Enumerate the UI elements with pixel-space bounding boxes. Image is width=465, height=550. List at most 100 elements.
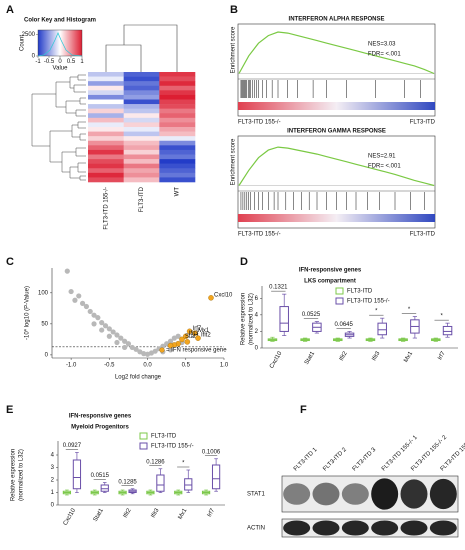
gene-point <box>95 315 101 321</box>
heatmap-cell <box>88 140 124 146</box>
band <box>400 520 428 536</box>
heatmap-cell <box>159 81 196 87</box>
gene-label: Irf7 <box>193 326 202 332</box>
heatmap-cell <box>88 149 124 155</box>
enrichment-curve <box>238 31 435 75</box>
heatmap-cell <box>159 177 196 183</box>
x-tick-label: Ifit2 <box>123 507 133 519</box>
gsea-title: INTERFERON ALPHA RESPONSE <box>289 17 385 23</box>
x-tick-label: Irf7 <box>207 507 217 518</box>
heatmap-cell <box>123 122 160 128</box>
panel-title: IFN-responsive genes <box>69 414 132 420</box>
y-tick-label: 100 <box>38 290 49 296</box>
gene-point <box>175 333 181 339</box>
y-tick-label: 4 <box>255 312 259 318</box>
key-x-tick-label: 0.5 <box>67 59 76 65</box>
key-y-tick-label: 0 <box>32 54 36 60</box>
gene-point <box>72 297 78 303</box>
gene-point <box>91 312 97 318</box>
blot-frame <box>281 475 459 513</box>
x-tick-label: 0.5 <box>182 363 191 369</box>
heatmap-cell <box>159 122 196 128</box>
left-label: FLT3-ITD 155-/- <box>238 120 281 126</box>
y-axis-label: Relative expression <box>11 449 17 501</box>
heatmap-cell <box>159 108 196 114</box>
gene-point <box>106 326 112 332</box>
heatmap-cell <box>88 145 124 151</box>
band <box>429 478 457 510</box>
heatmap-cell <box>123 72 160 77</box>
annotation: 0.0927 <box>63 443 82 449</box>
heatmap-cell <box>88 122 124 128</box>
right-label: FLT3-ITD <box>410 232 436 238</box>
x-tick-label: -0.5 <box>104 363 115 369</box>
y-tick-label: 2 <box>255 329 259 335</box>
y-tick-label: 6 <box>255 296 259 302</box>
gene-point <box>133 346 139 352</box>
heatmap-cell <box>159 72 196 77</box>
band <box>429 520 457 536</box>
heatmap-cell <box>123 113 160 119</box>
rank-bar <box>238 102 435 110</box>
heatmap-cell <box>88 76 124 82</box>
key-x-tick-label: 1 <box>80 59 84 65</box>
heatmap-cell <box>159 94 196 100</box>
left-label: FLT3-ITD 155-/- <box>238 232 281 238</box>
heatmap-cell <box>123 154 160 160</box>
ifn-point <box>183 333 189 340</box>
x-tick-label: Mx1 <box>177 507 188 520</box>
heatmap-cell <box>123 99 160 105</box>
key-x-tick-label: -0.5 <box>44 59 55 65</box>
heatmap-cell <box>88 177 124 183</box>
heatmap-cell <box>88 104 124 109</box>
ifn-point <box>186 328 193 335</box>
heatmap-cell <box>159 131 196 137</box>
heatmap-cell <box>88 172 124 178</box>
panel-letter: F <box>300 404 307 416</box>
heatmap-cell <box>159 104 196 109</box>
annotation: 0.1321 <box>269 285 288 291</box>
heatmap-cell <box>123 149 160 155</box>
heatmap-cell <box>123 90 160 96</box>
legend-label: FLT3-ITD 155-/- <box>347 299 390 305</box>
key-x-tick-label: -1 <box>35 59 41 65</box>
heatmap-cell <box>88 154 124 160</box>
heatmap-cell <box>123 127 160 132</box>
gene-point <box>152 348 158 354</box>
ifn-point <box>208 295 214 301</box>
heatmap-cell <box>159 163 196 169</box>
panel-title: LKS compartment <box>304 279 356 285</box>
annotation: * <box>408 307 411 313</box>
x-tick-label: 1.0 <box>220 363 229 369</box>
band <box>312 520 340 536</box>
heatmap-cell <box>159 149 196 155</box>
heatmap-cell <box>123 177 160 183</box>
ifn-point <box>192 330 198 336</box>
heatmap-cell <box>88 94 124 100</box>
gene-point <box>118 335 124 341</box>
x-tick-label: Ifit2 <box>339 350 349 362</box>
heatmap-cell <box>123 140 160 146</box>
legend-swatch <box>139 442 148 450</box>
legend-swatch <box>335 297 344 305</box>
heatmap-cell <box>123 163 160 169</box>
heatmap-cell <box>159 140 196 146</box>
heatmap-cell <box>159 136 196 142</box>
legend-label: FLT3-ITD 155-/- <box>151 444 194 450</box>
band <box>283 520 311 536</box>
ifn-point <box>184 339 191 345</box>
gsea-frame <box>237 135 436 229</box>
y-tick-label: 0 <box>255 346 259 352</box>
y-tick-label: 2 <box>51 478 55 484</box>
column-label: FLT3-ITD 155-/- <box>103 187 109 230</box>
gene-point <box>102 323 109 329</box>
heatmap-cell <box>123 85 160 91</box>
gene-point <box>114 332 120 338</box>
heatmap-cell <box>123 159 160 164</box>
heatmap-cell <box>88 131 124 137</box>
legend-label: FLT3-ITD <box>151 434 177 440</box>
annotation: * <box>182 461 185 467</box>
gsea-title: INTERFERON GAMMA RESPONSE <box>287 129 386 135</box>
